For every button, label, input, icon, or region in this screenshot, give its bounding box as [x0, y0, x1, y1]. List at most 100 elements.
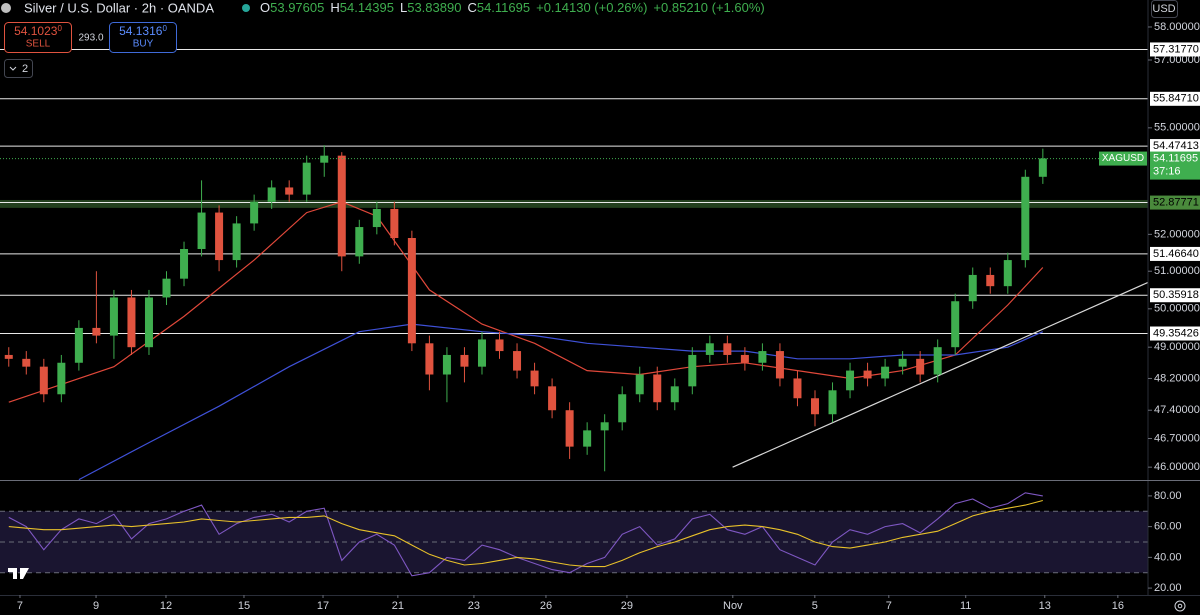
ohlc-values: O53.97605 H54.14395 L53.83890 C54.11695 +0.1… [260, 0, 765, 15]
candle-body [320, 155, 329, 163]
candle-body [232, 223, 241, 261]
candle-body [986, 274, 995, 287]
buy-label: BUY [133, 39, 154, 50]
candle-body [390, 208, 399, 239]
ohlc-key: L [400, 0, 407, 15]
candle-body [425, 343, 434, 375]
candle-body [898, 358, 907, 367]
candle-body [513, 351, 522, 371]
y-tick-label: 80.00 [1154, 490, 1182, 502]
candle-body [460, 354, 469, 367]
candle-body [180, 249, 189, 279]
sell-button[interactable]: 54.10230 SELL [4, 22, 72, 53]
ohlc-key: O [260, 0, 270, 15]
level-label: 49.35426 [1153, 327, 1199, 339]
ohlc-key: H [330, 0, 339, 15]
candle-body [723, 343, 732, 355]
candle-body [530, 370, 539, 387]
indicator-line [8, 201, 1044, 403]
candle-body [57, 362, 66, 395]
svg-text:54.10230: 54.10230 [14, 24, 62, 38]
level-label: 50.35918 [1153, 289, 1199, 301]
level-label-bg [1150, 288, 1200, 303]
x-tick-label: 9 [93, 600, 99, 612]
y-tick-label: 58.00000 [1154, 21, 1200, 33]
candle-body [250, 201, 259, 224]
x-tick-label: 5 [812, 600, 818, 612]
candle-body [793, 378, 802, 399]
level-label-bg [1150, 246, 1200, 261]
ohlc-key: C [467, 0, 476, 15]
candle-body [600, 422, 609, 431]
x-tick-label: 21 [392, 600, 404, 612]
candle-body [215, 212, 224, 261]
y-tick-label: 47.40000 [1154, 404, 1200, 416]
candle-body [442, 354, 451, 375]
buy-digit: 0 [162, 24, 167, 33]
level-label: 51.46640 [1153, 248, 1199, 260]
candle-body [688, 354, 697, 387]
indicators-count: 2 [22, 63, 28, 75]
y-tick-label: 50.00000 [1154, 303, 1200, 315]
candle-body [740, 354, 749, 363]
y-tick-label: 46.70000 [1154, 432, 1200, 444]
y-tick-label: 60.00 [1154, 521, 1182, 533]
candle-body [267, 187, 276, 202]
candle-body [758, 351, 767, 363]
plot-area [0, 48, 1149, 577]
candle-body [548, 386, 557, 411]
y-tick-label: 55.00000 [1154, 122, 1200, 134]
candle-body [635, 374, 644, 395]
candle-body [407, 238, 416, 344]
candle-body [565, 410, 574, 447]
change-day: +0.85210 (+1.60%) [653, 0, 764, 15]
x-tick-label: 13 [1039, 600, 1051, 612]
ohlc-value: 54.14395 [340, 0, 394, 15]
buy-button[interactable]: 54.13160 BUY [109, 22, 177, 53]
candle-body [1003, 260, 1012, 287]
candle-body [285, 187, 294, 195]
currency-button[interactable]: USD [1151, 0, 1178, 18]
level-label: 52.87771 [1153, 196, 1199, 208]
y-tick-label: 40.00 [1154, 551, 1182, 563]
support-zone [0, 199, 1148, 208]
candle-body [1021, 176, 1030, 261]
candle-body [933, 347, 942, 375]
candle-body [916, 358, 925, 375]
candle-body [846, 370, 855, 391]
candle-body [968, 274, 977, 302]
last-price-bg [1150, 151, 1200, 180]
x-tick-label: 16 [1112, 600, 1124, 612]
level-label-bg [1150, 91, 1200, 106]
candle-body [4, 354, 13, 359]
x-tick-label: 26 [540, 600, 552, 612]
x-tick-label: 29 [621, 600, 633, 612]
symbol-icon [1, 3, 11, 13]
indicators-toggle[interactable]: 2 [4, 59, 33, 78]
x-tick-label: 15 [238, 600, 250, 612]
candle-body [127, 297, 136, 348]
symbol-tag-bg [1099, 151, 1147, 166]
buy-price: 54.1316 [119, 24, 163, 38]
y-tick-label: 52.00000 [1154, 228, 1200, 240]
candle-body [337, 155, 346, 257]
level-label: 57.31770 [1153, 43, 1199, 55]
ohlc-value: 53.97605 [270, 0, 324, 15]
change: +0.14130 (+0.26%) [536, 0, 647, 15]
y-tick-label: 46.00000 [1154, 461, 1200, 473]
market-status [242, 4, 250, 12]
candle-body [477, 339, 486, 367]
tv-logo [8, 568, 29, 579]
y-tick-label: 51.00000 [1154, 265, 1200, 277]
settings-button[interactable] [1174, 600, 1186, 612]
x-tick-label: 23 [468, 600, 480, 612]
candle-body [810, 398, 819, 415]
currency: USD [1152, 3, 1175, 15]
candle-body [583, 430, 592, 447]
countdown: 37:16 [1153, 165, 1181, 177]
x-tick-label: Nov [723, 600, 743, 612]
level-label-bg [1150, 195, 1200, 210]
ohlc-value: 54.11695 [477, 0, 530, 15]
candle-body [775, 351, 784, 379]
level-label: 55.84710 [1153, 93, 1199, 105]
